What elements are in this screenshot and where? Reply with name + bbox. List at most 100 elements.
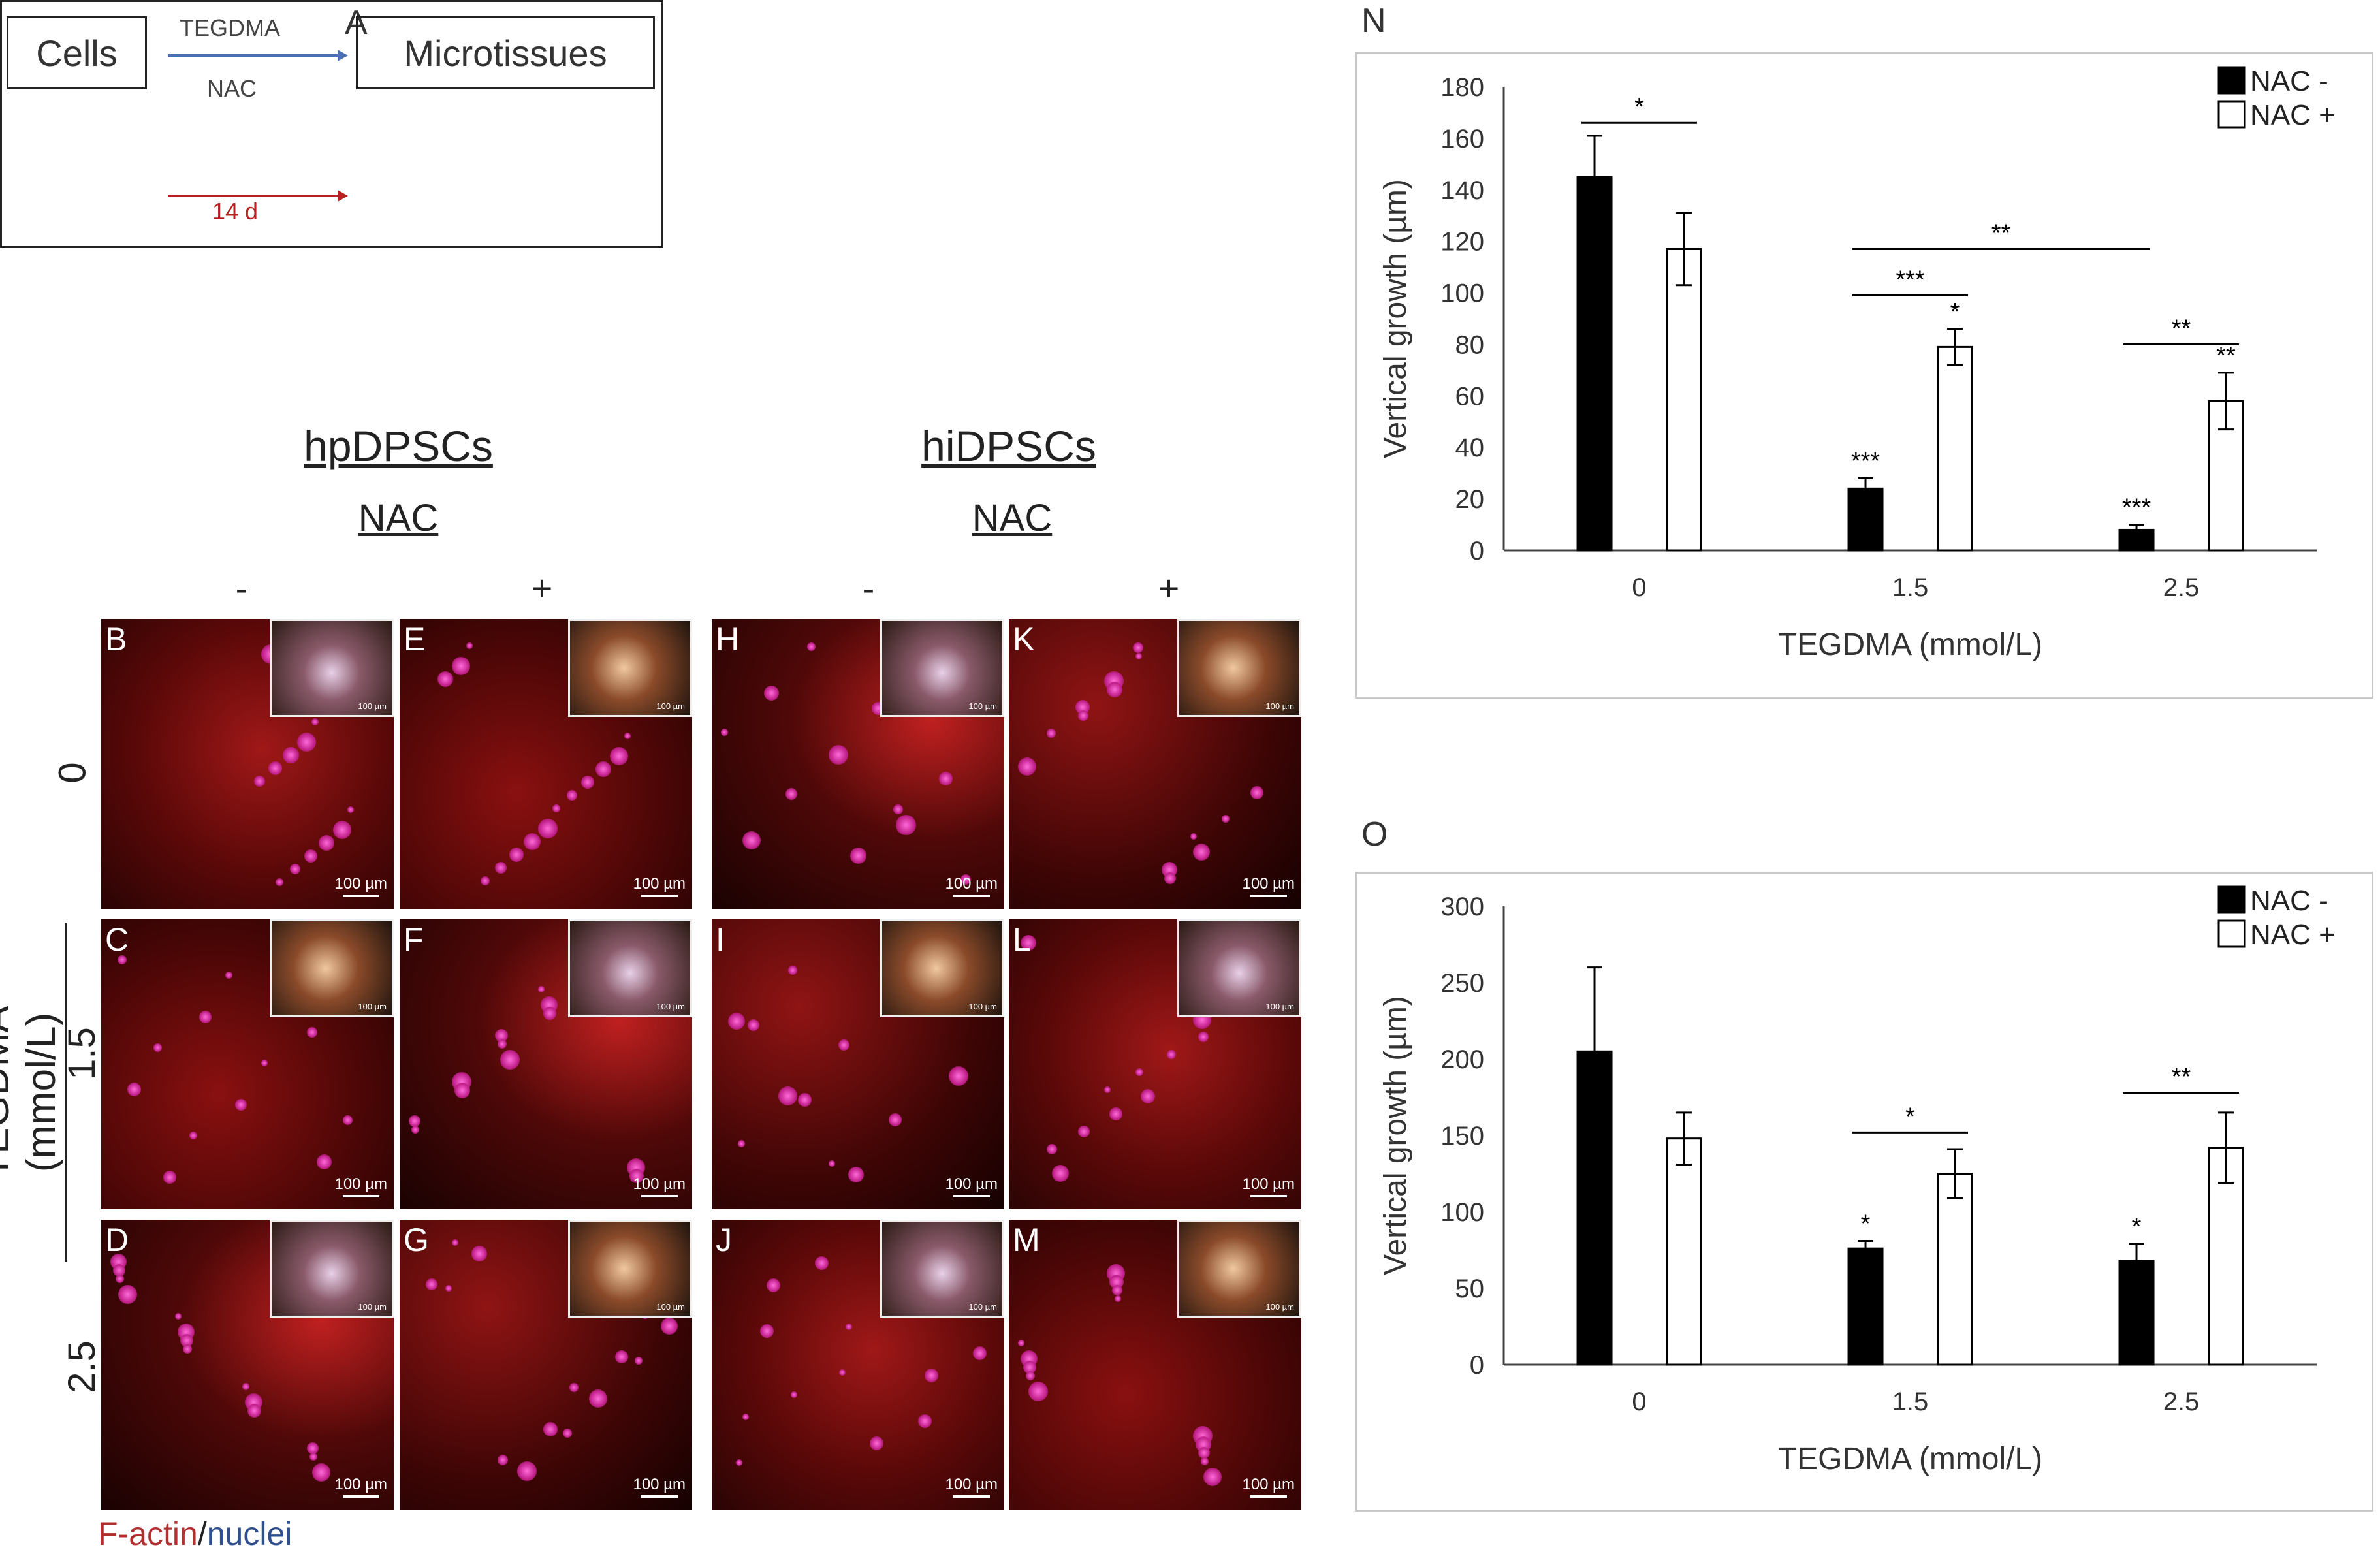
cell-cluster (242, 1383, 249, 1390)
cell-cluster (452, 657, 470, 675)
scale-label: 100 µm (633, 875, 686, 893)
cell-cluster (829, 1160, 835, 1167)
x-tick-label: 0 (1632, 1388, 1646, 1416)
cell-cluster (509, 848, 524, 862)
cell-cluster (317, 1154, 332, 1169)
cell-cluster (163, 1171, 176, 1184)
bracket-label: *** (1896, 266, 1925, 294)
micrograph-inset: 100 µm (1177, 1220, 1301, 1318)
micrograph-letter: G (404, 1222, 429, 1258)
cell-cluster (589, 1389, 607, 1408)
scale-label: 100 µm (945, 875, 998, 893)
cell-cluster (1190, 833, 1197, 840)
micrograph-inset: 100 µm (270, 1220, 394, 1318)
cell-cluster (524, 833, 541, 850)
cell-cluster (798, 1093, 812, 1107)
scale-label: 100 µm (1242, 875, 1295, 893)
cell-cluster (563, 1429, 572, 1438)
cell-cluster (1164, 872, 1176, 884)
cell-cluster (939, 772, 953, 785)
row-label-1.5: 1.5 (60, 1027, 103, 1080)
cell-cluster (1078, 1126, 1090, 1137)
scale-bar: 100 µm (633, 1175, 686, 1197)
cell-cluster (1107, 682, 1122, 697)
tegdma-row-axis-label: TEGDMA (mmol/L) (0, 923, 67, 1262)
inset-scale-label: 100 µm (358, 701, 387, 711)
cell-cluster (949, 1066, 968, 1086)
cell-cluster (343, 1115, 353, 1125)
y-tick-label: 100 (1440, 279, 1484, 308)
cell-cluster (1052, 1165, 1069, 1182)
significance-mark: *** (2122, 494, 2151, 522)
cell-cluster (1018, 1340, 1024, 1346)
cell-cluster (454, 1083, 470, 1098)
cell-cluster (788, 966, 797, 975)
y-tick-label: 180 (1440, 73, 1484, 102)
cell-cluster (721, 729, 728, 736)
inset-scale-label: 100 µm (968, 1302, 997, 1312)
cell-cluster (738, 1140, 745, 1147)
nac-minus-hidpscs: - (862, 567, 875, 609)
group-title-hpdpscs: hpDPSCs (304, 422, 493, 470)
cell-cluster (1250, 786, 1263, 799)
factin-label: F-actin (98, 1515, 198, 1552)
nac-plus-hpdpscs: + (531, 567, 553, 609)
legend-swatch (2217, 919, 2246, 948)
cell-cluster (742, 831, 761, 849)
inset-scale-label: 100 µm (358, 1302, 387, 1312)
scale-label: 100 µm (633, 1476, 686, 1493)
micrograph-inset: 100 µm (880, 1220, 1004, 1318)
duration-label: 14 d (212, 198, 259, 225)
micrograph-d: D 100 µm 100 µm (101, 1220, 394, 1510)
inset-scale-label: 100 µm (656, 701, 685, 711)
cell-cluster (778, 1086, 797, 1105)
cell-cluster (1198, 1032, 1209, 1042)
cell-cluster (1047, 1144, 1057, 1154)
micrograph-h: H 100 µm 100 µm (712, 619, 1004, 909)
scale-label: 100 µm (945, 1175, 998, 1193)
cell-cluster (225, 972, 232, 979)
micrograph-inset: 100 µm (1177, 919, 1301, 1017)
micrograph-b: B 100 µm 100 µm (101, 619, 394, 909)
bracket-label: ** (2172, 315, 2191, 342)
cell-cluster (767, 1278, 780, 1292)
nuclei-label: nuclei (206, 1515, 293, 1552)
y-tick-label: 60 (1455, 382, 1485, 411)
scale-label: 100 µm (334, 875, 387, 893)
cell-cluster (199, 1011, 212, 1023)
y-tick-label: 160 (1440, 125, 1484, 153)
cell-cluster (610, 747, 628, 765)
cell-cluster (1023, 1361, 1036, 1374)
cell-cluster (807, 642, 816, 651)
cell-cluster (889, 1113, 902, 1126)
cell-cluster (498, 1039, 507, 1049)
row-label-0: 0 (51, 762, 94, 784)
cell-cluster (235, 1099, 247, 1111)
cell-cluster (624, 733, 631, 739)
scale-label: 100 µm (1242, 1175, 1295, 1193)
cell-cluster (307, 1027, 317, 1038)
cell-cluster (764, 686, 779, 701)
y-tick-label: 100 (1440, 1198, 1484, 1227)
micrograph-letter: M (1013, 1222, 1040, 1258)
cell-cluster (113, 1264, 125, 1276)
cell-cluster (1167, 1050, 1176, 1059)
cell-cluster (538, 986, 545, 992)
cell-cluster (1078, 710, 1088, 721)
legend-label: NAC + (2250, 99, 2336, 131)
micrograph-letter: H (716, 621, 740, 658)
cell-cluster (283, 747, 299, 763)
cell-cluster (1222, 815, 1230, 823)
micrograph-inset: 100 µm (568, 919, 692, 1017)
cell-cluster (838, 1039, 849, 1051)
bracket-label: ** (2172, 1063, 2191, 1090)
significance-mark: * (1861, 1210, 1871, 1237)
cell-cluster (183, 1344, 192, 1354)
cell-cluster (742, 1414, 749, 1420)
cell-cluster (1047, 729, 1056, 738)
cell-cluster (409, 1115, 420, 1127)
cell-cluster (960, 874, 971, 885)
cell-cluster (311, 718, 319, 725)
bar (1847, 1247, 1884, 1366)
bar (1576, 176, 1613, 552)
